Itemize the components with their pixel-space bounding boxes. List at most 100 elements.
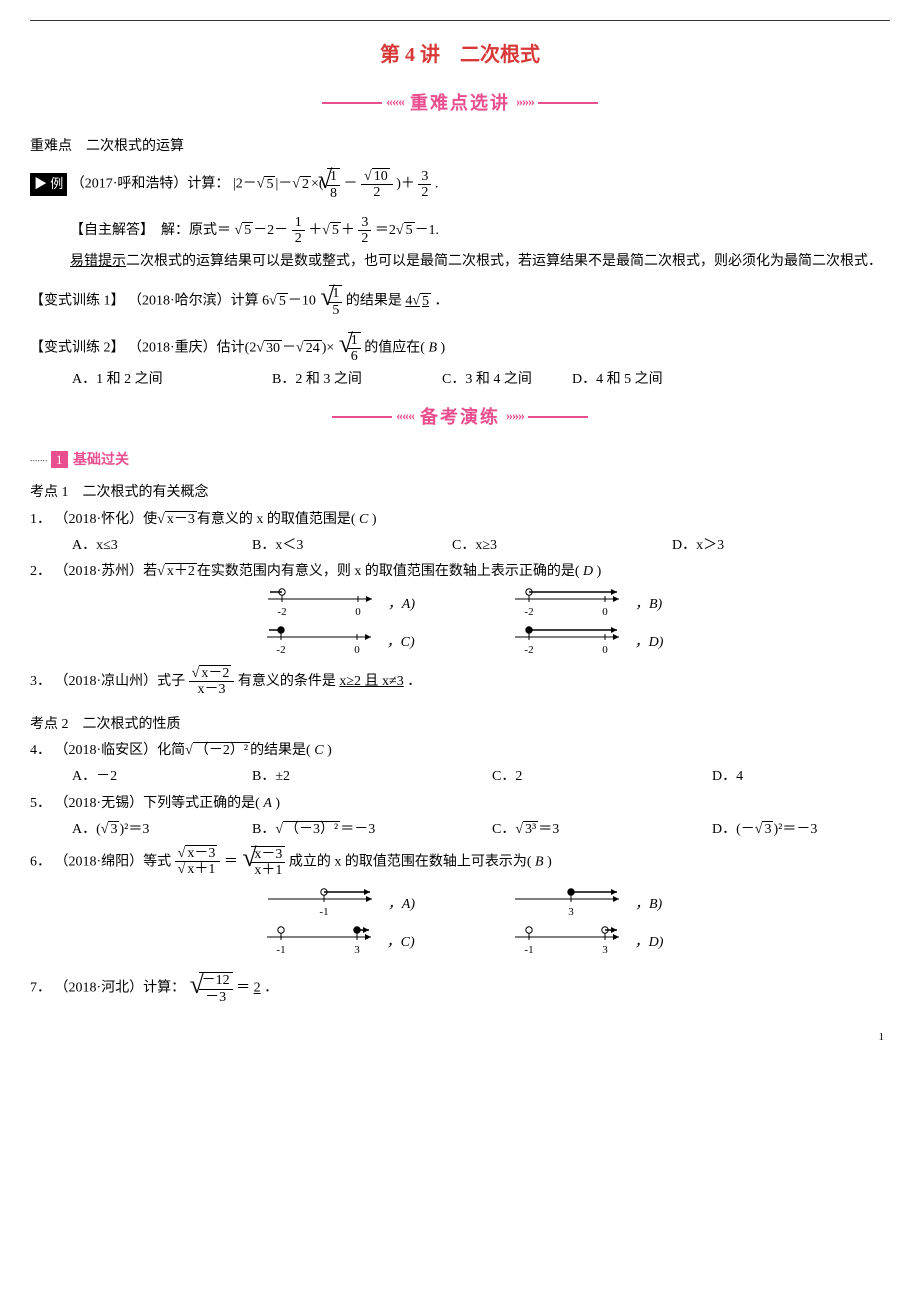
vt2-ans: B — [428, 341, 437, 356]
level-row: ∙∙∙∙∙∙∙ 1 基础过关 — [30, 450, 890, 472]
level-num: 1 — [51, 451, 68, 468]
q6-text: （2018·绵阳）等式 — [55, 854, 172, 869]
svg-text:3: 3 — [568, 906, 574, 918]
vt2-opt-c: C．3 和 4 之间 — [442, 369, 572, 391]
answer-line: 【自主解答】 解：原式＝ √5－2－ 12 ＋√5＋ 32 ＝2√5－1. — [30, 215, 890, 247]
vt2-tail: 的值应在( — [364, 341, 425, 356]
q3-frac: √x－2x－3 — [189, 666, 235, 698]
dots-decor: ∙∙∙∙∙∙∙ — [30, 456, 48, 467]
big-sqrt-1: √ 18 — [327, 168, 340, 201]
q3-num: 3． — [30, 674, 51, 689]
svg-text:-1: -1 — [276, 944, 285, 956]
q6-rhs-sqrt: √ x－3x＋1 — [251, 846, 285, 879]
q2: 2． （2018·苏州）若√x＋2在实数范围内有意义，则 x 的取值范围在数轴上… — [30, 561, 890, 583]
page-title: 第 4 讲 二次根式 — [30, 39, 890, 71]
vt2-opt-d: D．4 和 5 之间 — [572, 369, 702, 391]
svg-text:-1: -1 — [319, 906, 328, 918]
q6-ans: B — [535, 854, 544, 869]
answer-f1: 12 — [292, 215, 305, 247]
q5-num: 5． — [30, 796, 51, 811]
svg-text:0: 0 — [602, 644, 608, 656]
q2-nl-c: -20，C) — [257, 626, 415, 660]
q6-lhs: √x－3√x＋1 — [175, 846, 221, 878]
top-rule — [30, 20, 890, 21]
tip-line: 易错提示二次根式的运算结果可以是数或整式，也可以是最简二次根式，若运算结果不是最… — [30, 251, 890, 273]
vt1-line: 【变式训练 1】 （2018·哈尔滨）计算 6√5－10 √ 15 的结果是 4… — [30, 285, 890, 318]
example-badge: ▶ 例 — [30, 173, 67, 196]
svg-text:0: 0 — [354, 644, 360, 656]
svg-text:-2: -2 — [524, 644, 533, 656]
q2-text: （2018·苏州）若√x＋2在实数范围内有意义，则 x 的取值范围在数轴上表示正… — [55, 563, 580, 579]
q5-opt-a: A．(√3)²＝3 — [72, 819, 252, 841]
vt1-text: （2018·哈尔滨）计算 6√5－10 — [128, 293, 316, 309]
q4-ans: C — [314, 743, 323, 758]
q5-options: A．(√3)²＝3 B．√（－3）²＝－3 C．√3³＝3 D．(－√3)²＝－… — [30, 819, 890, 841]
q6-nl-c: -13，C) — [257, 926, 415, 960]
q2-nl-a: -20，A) — [258, 588, 415, 622]
q4-num: 4． — [30, 743, 51, 758]
vt1-sqrt: √ 15 — [329, 285, 342, 318]
q6-nl-a: -1，A) — [258, 888, 415, 922]
banner-arrow-left-2: ««« — [392, 406, 418, 428]
q3-tail: 有意义的条件是 — [238, 674, 336, 689]
example-period: . — [435, 177, 439, 192]
q1-num: 1． — [30, 512, 51, 527]
q6-row2: -13，C) -13，D) — [30, 926, 890, 960]
svg-text:-2: -2 — [524, 606, 533, 618]
banner-text-1: 重难点选讲 — [408, 89, 512, 118]
q7: 7． （2018·河北）计算： √ －12－3 ＝ 2 ． — [30, 972, 890, 1005]
banner-arrow-right: »»» — [512, 92, 538, 114]
vt2-text: （2018·重庆）估计(2√30－√24)× — [128, 340, 334, 356]
svg-text:-2: -2 — [277, 606, 286, 618]
answer-f2: 32 — [358, 215, 371, 247]
q4-close: ) — [327, 743, 332, 758]
q2-ans: D — [583, 564, 593, 579]
q3-period: ． — [407, 674, 421, 689]
vt2-opt-a: A．1 和 2 之间 — [72, 369, 272, 391]
q4-opt-a: A．－2 — [72, 766, 252, 788]
q4-opt-c: C．2 — [492, 766, 712, 788]
kp2: 考点 2 二次根式的性质 — [30, 714, 890, 736]
q7-eq: ＝ — [236, 981, 250, 996]
q2-row2: -20，C) -20，D) — [30, 626, 890, 660]
q1: 1． （2018·怀化）使√x－3有意义的 x 的取值范围是( C ) — [30, 509, 890, 531]
q5: 5． （2018·无锡）下列等式正确的是( A ) — [30, 793, 890, 815]
banner-arrow-left: ««« — [382, 92, 408, 114]
q6: 6． （2018·绵阳）等式 √x－3√x＋1 ＝ √ x－3x＋1 成立的 x… — [30, 846, 890, 879]
sub-heading-1: 重难点 二次根式的运算 — [30, 136, 890, 158]
q1-ans: C — [359, 512, 368, 527]
banner-line-right — [538, 102, 598, 104]
page-number: 1 — [30, 1029, 890, 1047]
q2-row1: -20，A) -20，B) — [30, 588, 890, 622]
svg-text:3: 3 — [602, 944, 608, 956]
q4-opt-b: B．±2 — [252, 766, 492, 788]
q7-period: ． — [264, 981, 278, 996]
answer-tail: ＝2√5－1. — [375, 222, 439, 238]
banner-line-left-2 — [332, 416, 392, 418]
banner-line-right-2 — [528, 416, 588, 418]
q1-opt-d: D．x＞3 — [672, 535, 792, 557]
example-expr-1: |2－√5|－√2×( — [233, 176, 324, 192]
q6-close: ) — [547, 854, 552, 869]
q4-options: A．－2 B．±2 C．2 D．4 — [30, 766, 890, 788]
answer-label: 【自主解答】 解：原式＝ — [70, 223, 231, 238]
example-frac-3: 32 — [418, 169, 431, 201]
q1-opt-b: B．x＜3 — [252, 535, 452, 557]
q6-nl-b: 3，B) — [505, 888, 662, 922]
example-tail: )＋ — [396, 177, 415, 192]
tip-text: 二次根式的运算结果可以是数或整式，也可以是最简二次根式，若运算结果不是最简二次根… — [126, 254, 882, 269]
svg-text:-1: -1 — [524, 944, 533, 956]
example-prefix: （2017·呼和浩特）计算： — [71, 177, 230, 192]
q6-nl-d: -13，D) — [505, 926, 664, 960]
vt2-close: ) — [441, 341, 446, 356]
vt2-options: A．1 和 2 之间 B．2 和 3 之间 C．3 和 4 之间 D．4 和 5… — [30, 369, 890, 391]
q2-num: 2． — [30, 564, 51, 579]
q4-opt-d: D．4 — [712, 766, 832, 788]
vt1-tail: 的结果是 — [346, 294, 402, 309]
q7-num: 7． — [30, 981, 51, 996]
vt2-sqrt: √ 16 — [348, 332, 361, 365]
banner-line-left — [322, 102, 382, 104]
q3-ans: x≥2 且 x≠3 — [339, 674, 403, 689]
q6-num: 6． — [30, 854, 51, 869]
tip-label: 易错提示 — [70, 254, 126, 269]
